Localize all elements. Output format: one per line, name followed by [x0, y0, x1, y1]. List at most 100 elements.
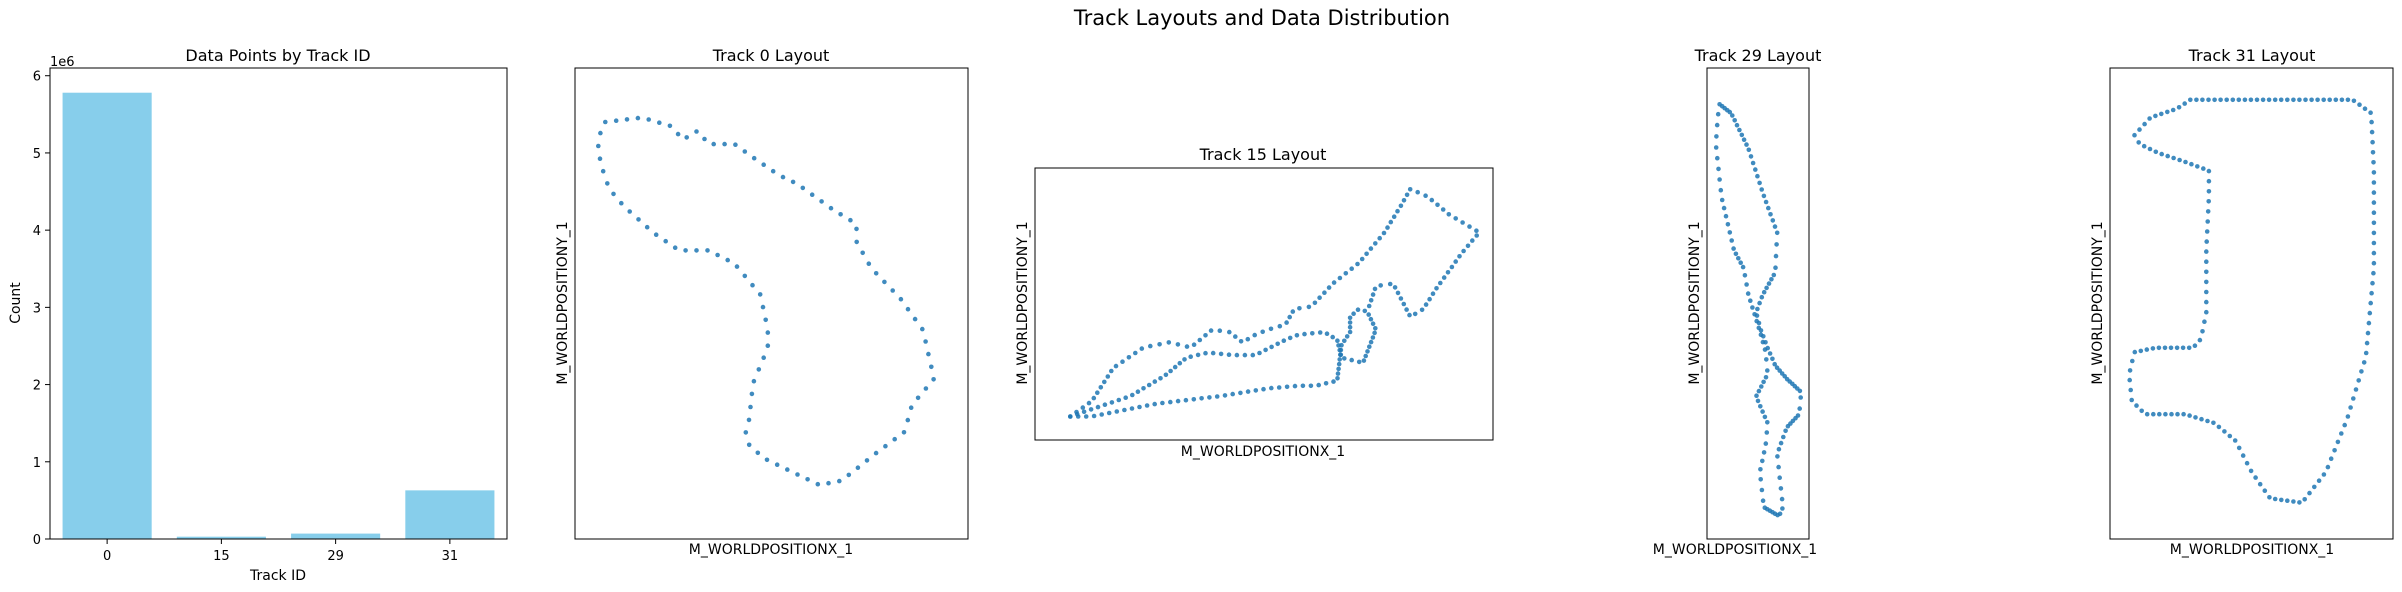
scatter-point — [1120, 359, 1125, 365]
scatter-point — [1766, 281, 1772, 286]
scatter-point — [1740, 264, 1746, 270]
scatter-point — [1287, 314, 1292, 320]
scatter-point — [757, 292, 763, 297]
scatter-point — [915, 395, 921, 401]
scatter-point — [1760, 458, 1765, 464]
scatter-point — [1727, 109, 1733, 115]
scatter-point — [1367, 344, 1372, 350]
scatter-point — [1203, 350, 1208, 356]
scatter-point — [1772, 361, 1777, 367]
scatter-point — [2371, 170, 2377, 175]
scatter-point — [1764, 285, 1769, 291]
scatter-point — [1275, 341, 1280, 347]
scatter-point — [1377, 235, 1382, 241]
scatter-point — [2163, 411, 2168, 417]
scatter-point — [1372, 286, 1378, 292]
scatter-point — [1141, 386, 1146, 391]
scatter-point — [901, 430, 907, 435]
scatter-point — [742, 149, 748, 154]
scatter-point — [1714, 122, 1720, 128]
scatter-point — [1725, 222, 1731, 227]
scatter-point — [923, 339, 928, 344]
scatter-point — [1163, 372, 1169, 378]
scatter-point — [774, 462, 780, 468]
scatter-point — [627, 209, 632, 214]
scatter-point — [1349, 266, 1354, 272]
scatter-point — [1739, 132, 1745, 138]
scatter-point — [603, 119, 608, 125]
scatter-point — [1281, 338, 1287, 344]
scatter-point — [2186, 345, 2192, 351]
scatter-point — [1370, 321, 1376, 327]
track-15-ylabel: M_WORLDPOSITIONY_1 — [1015, 221, 1031, 384]
scatter-point — [1268, 326, 1274, 332]
scatter-point — [2200, 97, 2205, 103]
scatter-point — [1068, 414, 1073, 419]
scatter-point — [2312, 484, 2317, 490]
scatter-point — [2345, 97, 2351, 103]
scatter-point — [750, 282, 755, 288]
scatter-point — [751, 155, 757, 161]
scatter-point — [2364, 340, 2370, 346]
scatter-point — [1723, 213, 1729, 219]
scatter-point — [2345, 414, 2351, 419]
scatter-point — [2333, 97, 2339, 103]
scatter-point — [1157, 342, 1162, 347]
scatter-point — [2369, 119, 2374, 125]
scatter-point — [1407, 187, 1413, 192]
scatter-point — [1755, 173, 1760, 179]
scatter-point — [675, 131, 681, 137]
scatter-point — [2174, 345, 2180, 351]
scatter-point — [722, 141, 727, 147]
scatter-point — [2257, 481, 2263, 487]
scatter-point — [2368, 110, 2373, 115]
scatter-point — [2205, 219, 2210, 224]
scatter-point — [2159, 111, 2164, 117]
scatter-point — [1798, 395, 1803, 400]
scatter-point — [1757, 300, 1762, 306]
scatter-point — [1766, 205, 1771, 211]
scatter-point — [1736, 255, 1741, 261]
scatter-point — [1769, 277, 1774, 282]
scatter-point — [1797, 406, 1802, 411]
track-31-xlabel: M_WORLDPOSITIONX_1 — [2170, 542, 2334, 558]
scatter-point — [2127, 377, 2132, 383]
scatter-point — [1172, 364, 1178, 370]
scatter-point — [2309, 97, 2314, 103]
scatter-point — [1412, 311, 1418, 317]
scatter-point — [1287, 335, 1293, 341]
scatter-point — [1759, 487, 1765, 493]
scatter-point — [1347, 329, 1353, 335]
scatter-point — [611, 191, 616, 197]
scatter-point — [1754, 393, 1759, 399]
scatter-point — [1292, 383, 1298, 389]
scatter-point — [1088, 407, 1094, 412]
scatter-point — [2127, 368, 2133, 373]
scatter-point — [1745, 291, 1751, 296]
scatter-point — [1349, 357, 1354, 363]
track-15-frame — [1034, 167, 1494, 441]
scatter-point — [2327, 97, 2332, 103]
scatter-point — [1429, 197, 1435, 203]
scatter-point — [2371, 190, 2377, 195]
scatter-point — [1372, 330, 1377, 336]
scatter-point — [1401, 198, 1407, 203]
scatter-point — [1775, 454, 1780, 459]
scatter-point — [1368, 246, 1374, 251]
scatter-point — [1109, 400, 1115, 405]
scatter-point — [2371, 220, 2377, 226]
scatter-point — [882, 279, 887, 285]
y-tick-label: 3 — [33, 301, 41, 316]
scatter-point — [2227, 433, 2233, 439]
scatter-point — [2175, 411, 2180, 417]
scatter-point — [1342, 356, 1347, 361]
scatter-point — [855, 465, 861, 471]
scatter-point — [1226, 352, 1232, 358]
scatter-point — [748, 404, 753, 410]
scatter-point — [2206, 189, 2212, 194]
scatter-point — [2371, 270, 2376, 276]
scatter-point — [873, 271, 879, 276]
scatter-point — [1168, 368, 1173, 374]
scatter-point — [1441, 275, 1447, 280]
scatter-point — [1184, 344, 1190, 349]
